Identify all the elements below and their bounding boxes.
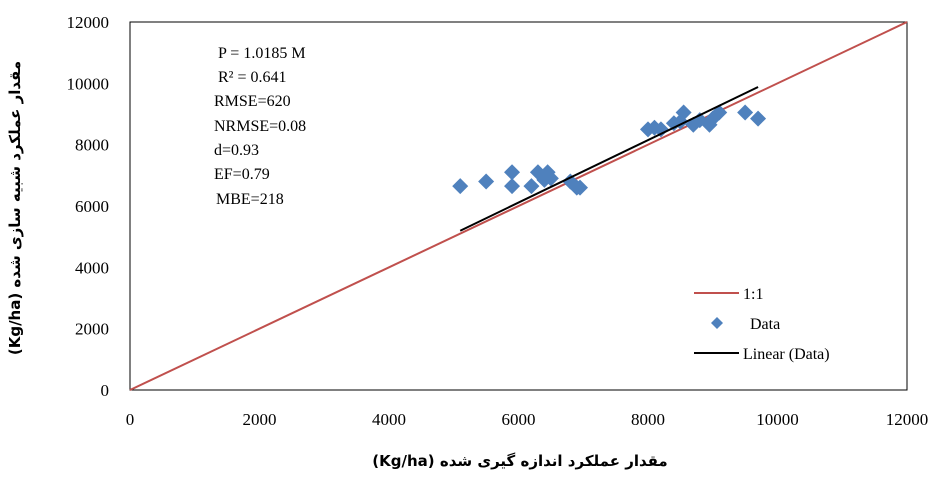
y-tick-labels: 0 2000 4000 6000 8000 10000 12000 xyxy=(67,13,110,400)
x-tick-label: 6000 xyxy=(502,410,536,429)
x-tick-label: 12000 xyxy=(886,410,929,429)
annotation-rmse: RMSE=620 xyxy=(214,93,291,110)
x-tick-label: 0 xyxy=(126,410,135,429)
x-tick-label: 4000 xyxy=(372,410,406,429)
annotation-d: d=0.93 xyxy=(214,142,259,159)
y-axis-title: مقدار عملکرد شبیه سازی شده (Kg/ha) xyxy=(6,61,24,355)
data-point xyxy=(504,178,521,195)
legend-label-one-to-one: 1:1 xyxy=(743,286,763,303)
y-tick-label: 8000 xyxy=(75,136,109,155)
one-to-one-line xyxy=(129,21,908,391)
y-tick-label: 2000 xyxy=(75,320,109,339)
data-point xyxy=(478,173,495,190)
y-tick-label: 0 xyxy=(101,381,110,400)
data-point xyxy=(737,104,754,121)
y-tick-label: 4000 xyxy=(75,258,109,277)
annotation-p: P = 1.0185 M xyxy=(218,45,306,62)
y-tick-label: 6000 xyxy=(75,197,109,216)
y-tick-label: 10000 xyxy=(67,74,110,93)
annotation-mbe: MBE=218 xyxy=(216,191,284,208)
annotation-r2: R² = 0.641 xyxy=(218,69,287,86)
annotation-ef: EF=0.79 xyxy=(214,166,270,183)
x-axis-title: مقدار عملکرد اندازه گیری شده (Kg/ha) xyxy=(372,452,667,470)
x-tick-label: 10000 xyxy=(756,410,799,429)
data-point xyxy=(452,178,469,195)
data-point xyxy=(542,170,559,187)
data-point xyxy=(504,164,521,181)
data-point xyxy=(652,121,669,138)
legend: 1:1 Data Linear (Data) xyxy=(694,286,830,363)
linear-trendline xyxy=(459,86,759,232)
legend-label-data: Data xyxy=(750,316,780,333)
x-tick-labels: 0 2000 4000 6000 8000 10000 12000 xyxy=(126,410,929,429)
data-point xyxy=(675,104,692,121)
data-point xyxy=(523,178,540,195)
legend-label-linear: Linear (Data) xyxy=(743,346,830,363)
data-point xyxy=(750,110,767,127)
data-point xyxy=(572,179,589,196)
annotation-nrmse: NRMSE=0.08 xyxy=(214,118,306,135)
stats-annotation: P = 1.0185 M R² = 0.641 RMSE=620 NRMSE=0… xyxy=(214,45,306,208)
legend-swatch-data xyxy=(711,317,723,329)
x-tick-label: 8000 xyxy=(631,410,665,429)
y-tick-label: 12000 xyxy=(67,13,110,32)
series-layer xyxy=(129,21,908,391)
x-tick-label: 2000 xyxy=(243,410,277,429)
